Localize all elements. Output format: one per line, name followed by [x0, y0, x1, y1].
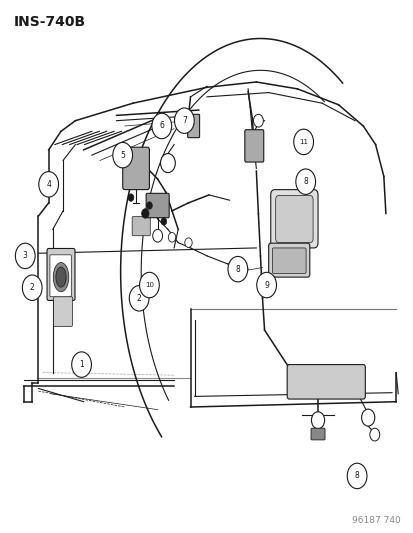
FancyBboxPatch shape: [244, 130, 263, 162]
FancyBboxPatch shape: [122, 147, 149, 190]
Text: 7: 7: [181, 116, 186, 125]
Circle shape: [39, 172, 58, 197]
Circle shape: [295, 169, 315, 195]
FancyBboxPatch shape: [47, 248, 75, 301]
Circle shape: [174, 108, 194, 133]
Text: 11: 11: [299, 139, 307, 145]
Circle shape: [184, 238, 192, 247]
Circle shape: [152, 229, 162, 242]
Circle shape: [361, 409, 374, 426]
Circle shape: [168, 232, 176, 242]
FancyBboxPatch shape: [275, 196, 312, 243]
Ellipse shape: [53, 263, 69, 292]
Circle shape: [141, 209, 149, 218]
Circle shape: [129, 286, 149, 311]
Circle shape: [161, 217, 166, 225]
FancyBboxPatch shape: [310, 428, 324, 440]
Text: 9: 9: [263, 280, 268, 289]
Circle shape: [22, 275, 42, 301]
FancyBboxPatch shape: [132, 216, 150, 236]
FancyBboxPatch shape: [268, 243, 309, 277]
FancyBboxPatch shape: [287, 365, 364, 399]
Circle shape: [253, 114, 263, 127]
Circle shape: [160, 154, 175, 173]
Text: 8: 8: [354, 471, 358, 480]
Circle shape: [228, 256, 247, 282]
Circle shape: [293, 129, 313, 155]
Text: 96187 740: 96187 740: [351, 516, 399, 525]
Circle shape: [71, 352, 91, 377]
FancyBboxPatch shape: [54, 297, 72, 326]
Text: 8: 8: [303, 177, 307, 186]
FancyBboxPatch shape: [270, 190, 317, 248]
Text: 8: 8: [235, 265, 240, 273]
Text: 1: 1: [79, 360, 84, 369]
Ellipse shape: [56, 267, 66, 287]
Text: 6: 6: [159, 122, 164, 131]
Circle shape: [139, 272, 159, 298]
Text: 10: 10: [145, 282, 154, 288]
Circle shape: [256, 272, 276, 298]
Circle shape: [369, 428, 379, 441]
Text: 2: 2: [136, 294, 141, 303]
Text: 4: 4: [46, 180, 51, 189]
FancyBboxPatch shape: [187, 114, 199, 138]
Text: 5: 5: [120, 151, 125, 160]
Circle shape: [128, 194, 133, 201]
Text: 3: 3: [23, 252, 28, 261]
Circle shape: [311, 412, 324, 429]
Circle shape: [113, 142, 132, 168]
Circle shape: [347, 463, 366, 489]
Text: 2: 2: [30, 283, 35, 292]
Circle shape: [15, 243, 35, 269]
FancyBboxPatch shape: [50, 255, 71, 297]
FancyBboxPatch shape: [146, 193, 169, 217]
FancyBboxPatch shape: [272, 248, 305, 273]
Text: INS-740B: INS-740B: [14, 14, 85, 29]
Circle shape: [152, 114, 171, 139]
Circle shape: [146, 202, 152, 209]
